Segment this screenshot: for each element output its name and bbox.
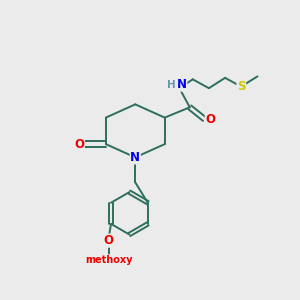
Text: N: N: [130, 151, 140, 164]
Text: O: O: [206, 112, 215, 126]
Text: H: H: [167, 80, 176, 90]
Text: S: S: [237, 80, 245, 93]
Text: methoxy: methoxy: [85, 255, 132, 265]
Text: N: N: [177, 78, 187, 91]
Text: O: O: [104, 234, 114, 247]
Text: O: O: [74, 138, 84, 151]
